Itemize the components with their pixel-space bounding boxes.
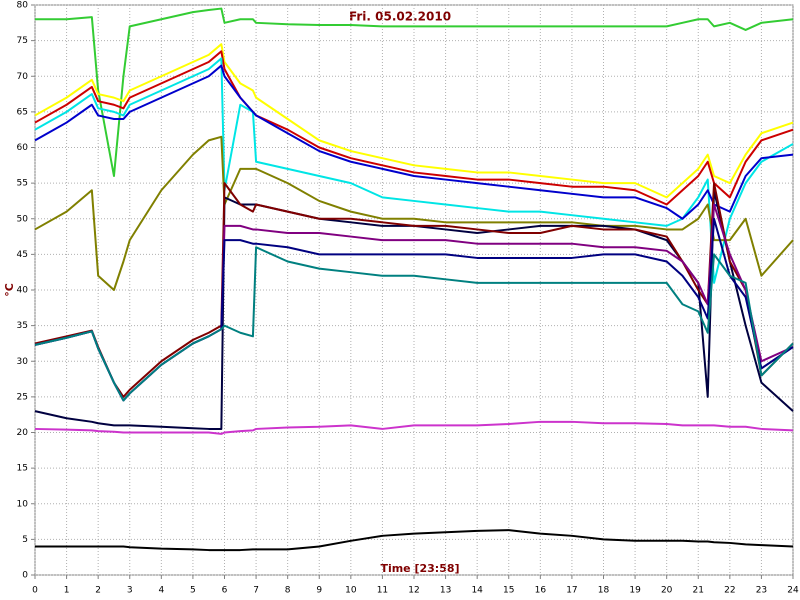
y-tick-label: 65 bbox=[17, 107, 28, 117]
x-tick-label: 22 bbox=[724, 586, 735, 596]
x-tick-label: 10 bbox=[345, 586, 357, 596]
x-tick-label: 15 bbox=[503, 586, 514, 596]
x-tick-label: 23 bbox=[756, 586, 767, 596]
x-tick-label: 5 bbox=[190, 586, 196, 596]
series-line bbox=[34, 182, 794, 398]
chart-title: Fri. 05.02.2010 bbox=[349, 10, 451, 24]
x-tick-label: 9 bbox=[316, 586, 322, 596]
y-tick-label: 40 bbox=[17, 286, 29, 296]
x-tick-label: 24 bbox=[787, 586, 799, 596]
y-tick-label: 55 bbox=[17, 179, 28, 189]
series-line bbox=[35, 7, 794, 177]
y-tick-label: 5 bbox=[22, 535, 28, 545]
series-line bbox=[34, 420, 794, 435]
series-line bbox=[34, 57, 794, 284]
series-line bbox=[34, 43, 794, 199]
x-tick-label: 20 bbox=[661, 586, 673, 596]
y-tick-label: 60 bbox=[17, 143, 29, 153]
x-tick-label: 17 bbox=[566, 586, 577, 596]
x-tick-label: 13 bbox=[440, 586, 451, 596]
x-tick-label: 3 bbox=[127, 586, 133, 596]
series-line bbox=[34, 50, 794, 206]
y-tick-label: 50 bbox=[17, 214, 29, 224]
x-tick-label: 2 bbox=[95, 586, 101, 596]
y-tick-label: 70 bbox=[17, 72, 29, 82]
x-tick-label: 12 bbox=[408, 586, 419, 596]
x-tick-label: 7 bbox=[253, 586, 259, 596]
x-tick-label: 6 bbox=[222, 586, 228, 596]
series-line bbox=[34, 246, 794, 402]
x-tick-label: 8 bbox=[285, 586, 291, 596]
y-tick-label: 25 bbox=[17, 392, 28, 402]
x-tick-label: 1 bbox=[64, 586, 70, 596]
y-tick-label: 10 bbox=[17, 499, 29, 509]
y-tick-label: 0 bbox=[22, 571, 28, 581]
y-tick-label: 75 bbox=[17, 36, 28, 46]
y-tick-label: 35 bbox=[17, 321, 28, 331]
series-line bbox=[34, 64, 794, 220]
x-tick-label: 21 bbox=[693, 586, 704, 596]
x-tick-label: 14 bbox=[471, 586, 483, 596]
x-tick-label: 11 bbox=[377, 586, 388, 596]
y-tick-label: 20 bbox=[17, 428, 29, 438]
x-tick-label: 16 bbox=[535, 586, 547, 596]
series-line bbox=[34, 135, 794, 291]
series-line bbox=[35, 529, 794, 552]
x-tick-label: 0 bbox=[32, 586, 38, 596]
x-axis-label: Time [23:58] bbox=[380, 562, 459, 575]
x-tick-label: 19 bbox=[629, 586, 641, 596]
y-axis-label: °C bbox=[3, 283, 16, 297]
x-tick-label: 4 bbox=[158, 586, 164, 596]
y-tick-label: 30 bbox=[17, 357, 29, 367]
x-tick-label: 18 bbox=[598, 586, 610, 596]
y-tick-label: 80 bbox=[17, 1, 29, 11]
y-tick-label: 15 bbox=[17, 464, 28, 474]
y-tick-label: 45 bbox=[17, 250, 28, 260]
